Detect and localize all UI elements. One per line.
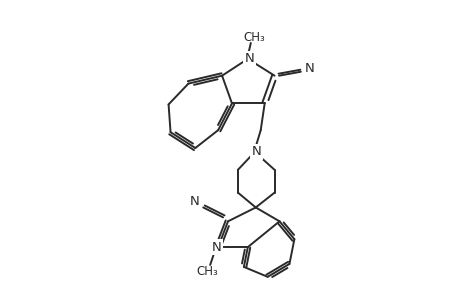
Text: N: N <box>189 195 199 208</box>
Text: CH₃: CH₃ <box>242 31 264 44</box>
Text: N: N <box>252 146 261 158</box>
Text: CH₃: CH₃ <box>196 266 218 278</box>
Text: N: N <box>244 52 254 65</box>
Text: N: N <box>304 62 313 75</box>
Text: N: N <box>211 241 220 254</box>
